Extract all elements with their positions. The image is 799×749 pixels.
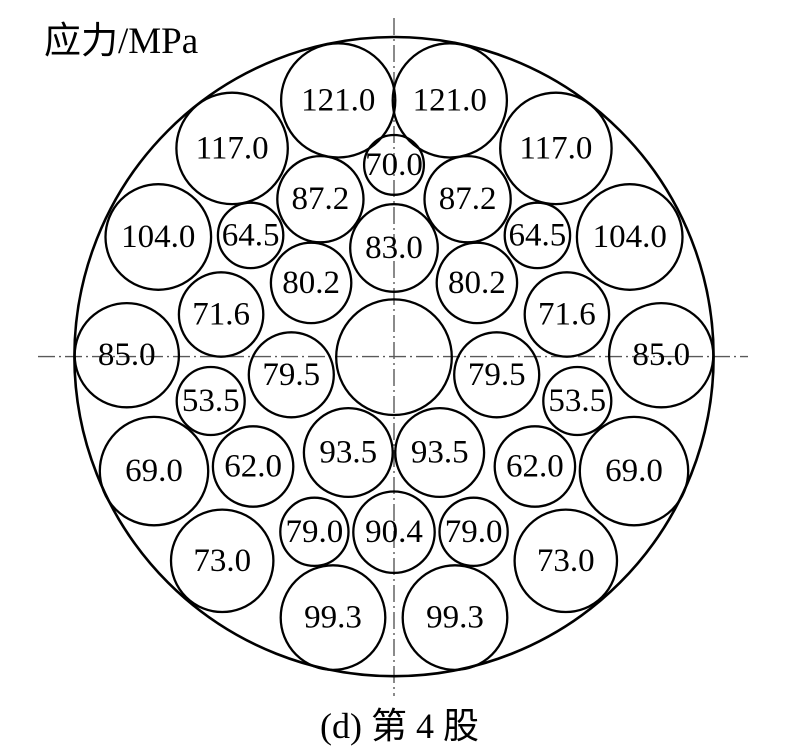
svg-text:117.0: 117.0 bbox=[519, 130, 592, 166]
svg-text:79.0: 79.0 bbox=[445, 514, 503, 550]
svg-text:85.0: 85.0 bbox=[632, 337, 690, 373]
svg-text:93.5: 93.5 bbox=[411, 435, 469, 471]
svg-text:80.2: 80.2 bbox=[448, 265, 506, 301]
svg-text:93.5: 93.5 bbox=[319, 435, 377, 471]
svg-text:99.3: 99.3 bbox=[426, 600, 484, 636]
svg-text:62.0: 62.0 bbox=[506, 449, 564, 485]
svg-text:83.0: 83.0 bbox=[365, 230, 423, 266]
svg-text:79.5: 79.5 bbox=[468, 357, 526, 393]
svg-text:73.0: 73.0 bbox=[193, 543, 251, 579]
svg-text:104.0: 104.0 bbox=[121, 219, 195, 255]
svg-text:79.5: 79.5 bbox=[262, 357, 320, 393]
svg-text:62.0: 62.0 bbox=[224, 449, 282, 485]
svg-text:87.2: 87.2 bbox=[439, 181, 497, 217]
svg-text:64.5: 64.5 bbox=[222, 217, 280, 253]
svg-text:99.3: 99.3 bbox=[304, 600, 362, 636]
svg-text:80.2: 80.2 bbox=[282, 265, 340, 301]
svg-text:87.2: 87.2 bbox=[292, 181, 350, 217]
svg-text:70.0: 70.0 bbox=[365, 147, 423, 183]
svg-text:73.0: 73.0 bbox=[537, 543, 595, 579]
svg-text:64.5: 64.5 bbox=[509, 217, 567, 253]
svg-text:69.0: 69.0 bbox=[605, 453, 663, 489]
svg-text:117.0: 117.0 bbox=[196, 130, 269, 166]
svg-text:121.0: 121.0 bbox=[301, 82, 375, 118]
svg-text:104.0: 104.0 bbox=[593, 219, 667, 255]
svg-text:53.5: 53.5 bbox=[182, 383, 240, 419]
svg-text:121.0: 121.0 bbox=[413, 82, 487, 118]
svg-text:71.6: 71.6 bbox=[192, 297, 250, 333]
svg-text:69.0: 69.0 bbox=[125, 453, 183, 489]
svg-text:85.0: 85.0 bbox=[98, 337, 156, 373]
svg-text:71.6: 71.6 bbox=[538, 297, 596, 333]
svg-text:90.4: 90.4 bbox=[365, 514, 423, 550]
svg-text:53.5: 53.5 bbox=[548, 383, 606, 419]
svg-text:79.0: 79.0 bbox=[286, 514, 344, 550]
